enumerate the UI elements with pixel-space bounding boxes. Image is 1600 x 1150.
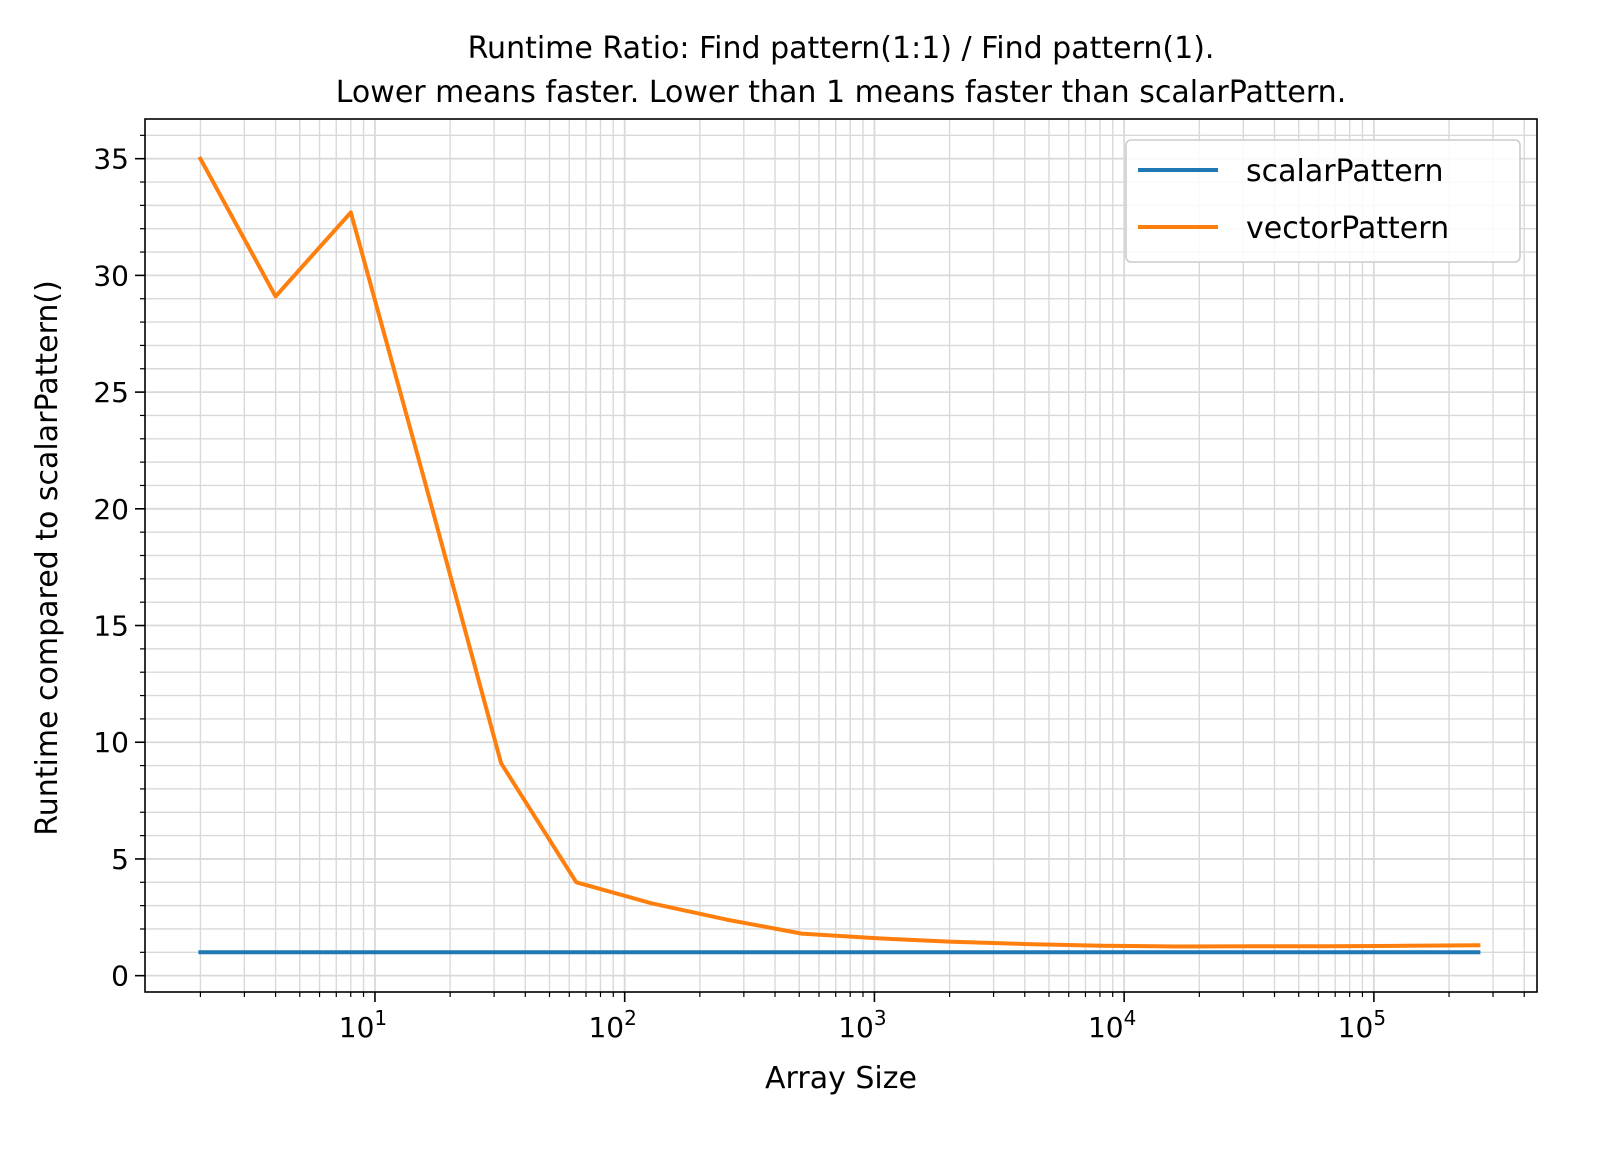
y-tick-label: 20: [93, 493, 129, 526]
tick-labels: 0 5 10 15 20 25 30 35 101 102 103 104 105: [93, 143, 1386, 1044]
x-tick-label: 103: [838, 1006, 886, 1044]
x-tick-label: 101: [339, 1006, 387, 1044]
series-line-vectorPattern: [197, 155, 1481, 949]
x-tick-label: 102: [588, 1006, 636, 1044]
y-tick-label: 25: [93, 376, 129, 409]
y-axis-label: Runtime compared to scalarPattern(): [30, 280, 65, 836]
plot-lines: [197, 155, 1481, 955]
y-tick-label: 35: [93, 143, 129, 176]
x-tick-label: 105: [1338, 1006, 1386, 1044]
y-tick-label: 10: [93, 726, 129, 759]
chart-title: Runtime Ratio: Find pattern(1:1) / Find …: [468, 31, 1215, 66]
legend-label-vectorPattern: vectorPattern: [1246, 211, 1449, 246]
chart-subtitle: Lower means faster. Lower than 1 means f…: [336, 75, 1346, 110]
legend: scalarPattern vectorPattern: [1125, 139, 1521, 263]
y-tick-label: 30: [93, 259, 129, 292]
y-tick-label: 15: [93, 610, 129, 643]
x-axis-label: Array Size: [765, 1061, 917, 1096]
grid: [145, 119, 1537, 992]
ticks: [135, 134, 1525, 1002]
x-tick-label: 104: [1088, 1006, 1136, 1044]
legend-box: [1125, 139, 1521, 263]
y-tick-label: 5: [111, 843, 129, 876]
y-tick-label: 0: [111, 960, 129, 993]
legend-label-scalarPattern: scalarPattern: [1246, 154, 1444, 189]
